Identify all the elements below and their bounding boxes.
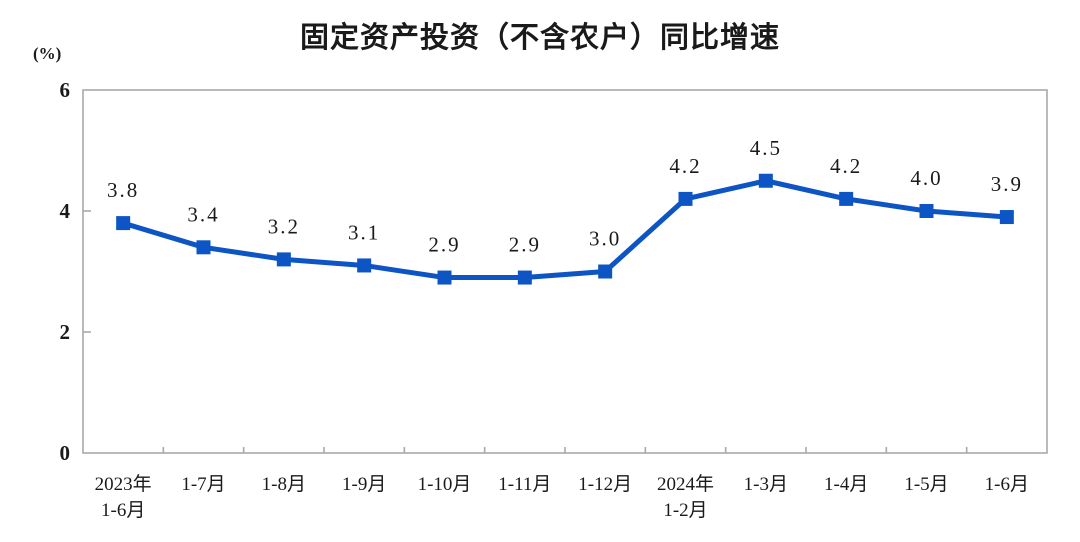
trend-line xyxy=(120,178,1010,281)
data-point-label: 3.2 xyxy=(268,214,300,238)
x-axis-category-label: 1-6月 xyxy=(985,474,1029,495)
x-axis-category-label: 1-7月 xyxy=(181,474,225,495)
y-axis-tick-label: 0 xyxy=(60,441,71,465)
y-axis-tick-label: 2 xyxy=(60,320,71,344)
x-axis-category-label: 1-11月 xyxy=(498,474,551,495)
data-point-marker xyxy=(116,216,131,231)
data-point-marker xyxy=(758,173,773,188)
data-point-label: 3.9 xyxy=(991,172,1023,196)
data-point-label: 3.1 xyxy=(348,220,380,244)
data-point-marker xyxy=(999,210,1014,225)
data-point-marker xyxy=(276,252,291,267)
data-point-label: 3.4 xyxy=(187,202,219,226)
y-axis-tick-label: 6 xyxy=(60,78,71,102)
data-point-label: 4.2 xyxy=(830,154,862,178)
data-point-marker xyxy=(437,270,452,285)
x-axis-category-label: 1-4月 xyxy=(824,474,868,495)
x-axis-category-label: 1-3月 xyxy=(744,474,788,495)
x-axis-category-label: 2023年 1-6月 xyxy=(95,473,152,521)
x-axis-category-label: 1-8月 xyxy=(262,474,306,495)
chart-title: 固定资产投资（不含农户）同比增速 xyxy=(299,22,780,54)
x-axis-category-label: 2024年 1-2月 xyxy=(657,473,714,521)
data-point-marker xyxy=(357,258,372,273)
data-point-label: 4.2 xyxy=(669,154,701,178)
data-point-marker xyxy=(196,240,211,255)
data-point-marker xyxy=(919,204,934,218)
y-axis-tick-label: 4 xyxy=(60,199,71,223)
data-point-marker xyxy=(839,191,854,206)
x-axis-category-label: 1-9月 xyxy=(342,474,386,495)
data-point-label: 3.8 xyxy=(107,178,139,202)
plot-border xyxy=(82,89,1048,454)
x-axis-category-label: 1-12月 xyxy=(578,474,632,495)
data-point-label: 4.5 xyxy=(750,136,782,160)
data-point-marker xyxy=(517,270,532,285)
x-axis-category-label: 1-5月 xyxy=(904,474,948,495)
data-point-marker xyxy=(598,264,613,279)
data-point-label: 4.0 xyxy=(910,166,942,190)
x-axis-category-label: 1-10月 xyxy=(418,474,472,495)
data-point-label: 3.0 xyxy=(589,227,621,251)
data-point-label: 2.9 xyxy=(509,233,541,257)
data-point-marker xyxy=(678,191,693,206)
y-axis-unit-label: (%) xyxy=(33,44,62,63)
data-point-label: 2.9 xyxy=(428,233,460,257)
